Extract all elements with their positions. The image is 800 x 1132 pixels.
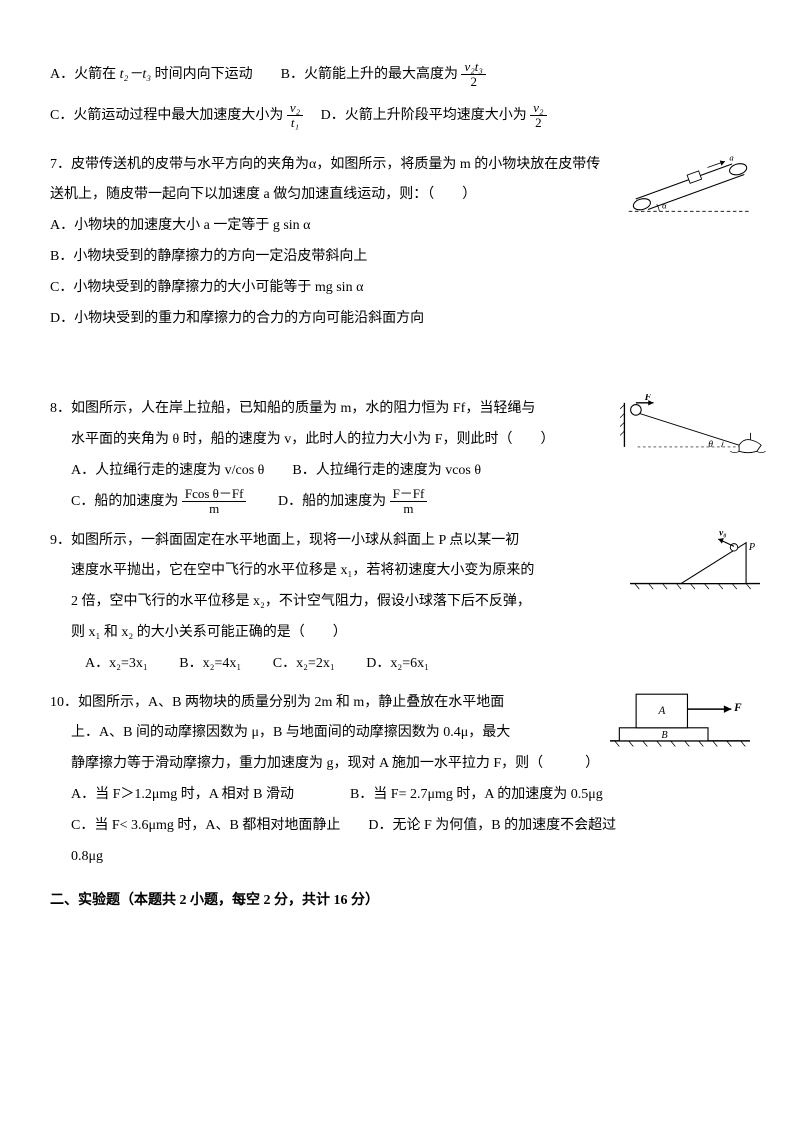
q8-stem2: 水平面的夹角为 θ 时，船的速度为 v，此时人的拉力大小为 F，则此时（ ）	[50, 425, 600, 456]
q6-c-pre: C．火箭运动过程中最大加速度大小为	[50, 108, 283, 123]
q8-c-num: Fcos θ－Ff	[182, 487, 247, 502]
q7-opt-b: B．小物块受到的静摩擦力的方向一定沿皮带斜向上	[50, 242, 750, 273]
q9-opts: A．x₂=3x₁ B．x₂=4x₁ C．x₂=2x₁ D．x₂=6x₁	[50, 649, 750, 680]
boat-figure: F θ	[620, 394, 770, 465]
q8: F θ 8．如图所示，人在岸上拉船，已知船的质量为 m，水的阻力恒为 Ff，当轻…	[50, 394, 750, 517]
block-a-label: A	[658, 704, 666, 716]
q6-b-frac: v₂t₃ 2	[461, 60, 485, 90]
q6-option-cd: C．火箭运动过程中最大加速度大小为 v₂ t₁ D．火箭上升阶段平均速度大小为 …	[50, 101, 750, 132]
q7-opt-d: D．小物块受到的重力和摩擦力的合力的方向可能沿斜面方向	[50, 304, 750, 335]
q10: B A F 10．如图所示，A、B 两物块的质量分别为 2m 和 m，静止叠放在…	[50, 688, 750, 873]
q8-d-den: m	[390, 502, 428, 516]
q6-a-t: t₂－t₃	[120, 67, 152, 82]
q7-stem2: 送机上，随皮带一起向下以加速度 a 做匀加速直线运动，则：（ ）	[50, 180, 610, 211]
q8-c-frac: Fcos θ－Ff m	[182, 487, 247, 517]
q6-b-num: v₂t₃	[461, 60, 485, 75]
q7-opt-c: C．小物块受到的静摩擦力的大小可能等于 mg sin α	[50, 273, 750, 304]
q6-a-pre: A．火箭在	[50, 67, 120, 82]
section-2-title: 二、实验题（本题共 2 小题，每空 2 分，共计 16 分）	[50, 886, 750, 917]
q6-b-den: 2	[461, 75, 485, 89]
q6-a-tail: 时间内向下运动 B．火箭能上升的最大高度为	[155, 67, 458, 82]
q10-opt-c-tail: 0.8μg	[50, 842, 750, 873]
q7: a α 7．皮带传送机的皮带与水平方向的夹角为α，如图所示，将质量为 m 的小物…	[50, 150, 750, 335]
boat-f-label: F	[644, 394, 652, 403]
boat-theta-label: θ	[708, 439, 713, 450]
q10-opt-c: C．当 F< 3.6μmg 时，A、B 都相对地面静止 D．无论 F 为何值，B…	[50, 811, 750, 842]
q9: v₀ P 9．如图所示，一斜面固定在水平地面上，现将一小球从斜面上 P 点以某一…	[50, 526, 750, 680]
block-f-label: F	[733, 702, 742, 714]
q6-d-frac: v₂ 2	[530, 101, 546, 131]
q6-c-den: t₁	[287, 116, 303, 130]
q8-opt-cd: C．船的加速度为 Fcos θ－Ff m D．船的加速度为 F－Ff m	[50, 487, 750, 518]
q6-d-num: v₂	[530, 101, 546, 116]
q8-d-pre: D．船的加速度为	[250, 494, 386, 509]
q6-d-pre: D．火箭上升阶段平均速度大小为	[307, 108, 527, 123]
q9-stem4: 则 x₁ 和 x₂ 的大小关系可能正确的是（ ）	[50, 618, 750, 649]
q10-stem3: 静摩擦力等于滑动摩擦力，重力加速度为 g，现对 A 施加一水平拉力 F，则（ ）	[50, 749, 610, 780]
ramp-p-label: P	[748, 542, 755, 553]
q8-d-frac: F－Ff m	[390, 487, 428, 517]
q10-opt-a: A．当 F＞1.2μmg 时，A 相对 B 滑动 B．当 F= 2.7μmg 时…	[50, 780, 750, 811]
ramp-figure: v₀ P	[630, 526, 760, 591]
q10-stem1: 10．如图所示，A、B 两物块的质量分别为 2m 和 m，静止叠放在水平地面	[50, 688, 610, 719]
belt-a-label: a	[729, 152, 734, 162]
q9-stem3: 2 倍，空中飞行的水平位移是 x₂，不计空气阻力，假设小球落下后不反弹，	[50, 587, 610, 618]
q6-c-frac: v₂ t₁	[287, 101, 303, 131]
q8-c-pre: C．船的加速度为	[71, 494, 178, 509]
q8-stem1: 8．如图所示，人在岸上拉船，已知船的质量为 m，水的阻力恒为 Ff，当轻绳与	[50, 394, 600, 425]
q9-stem2: 速度水平抛出，它在空中飞行的水平位移是 x₁，若将初速度大小变为原来的	[50, 556, 610, 587]
ramp-v0-label: v₀	[719, 528, 726, 538]
q7-stem1: 7．皮带传送机的皮带与水平方向的夹角为α，如图所示，将质量为 m 的小物块放在皮…	[50, 150, 610, 181]
q6-c-num: v₂	[287, 101, 303, 116]
q6-d-den: 2	[530, 116, 546, 130]
block-figure: B A F	[610, 683, 750, 753]
q9-stem1: 9．如图所示，一斜面固定在水平地面上，现将一小球从斜面上 P 点以某一初	[50, 526, 610, 557]
block-b-label: B	[661, 730, 668, 741]
q8-c-den: m	[182, 502, 247, 516]
q6-option-ab: A．火箭在 t₂－t₃ 时间内向下运动 B．火箭能上升的最大高度为 v₂t₃ 2	[50, 60, 750, 91]
belt-figure: a α	[620, 150, 760, 220]
q8-d-num: F－Ff	[390, 487, 428, 502]
q10-stem2: 上．A、B 间的动摩擦因数为 μ，B 与地面间的动摩擦因数为 0.4μ，最大	[50, 718, 610, 749]
belt-alpha-label: α	[662, 200, 667, 210]
